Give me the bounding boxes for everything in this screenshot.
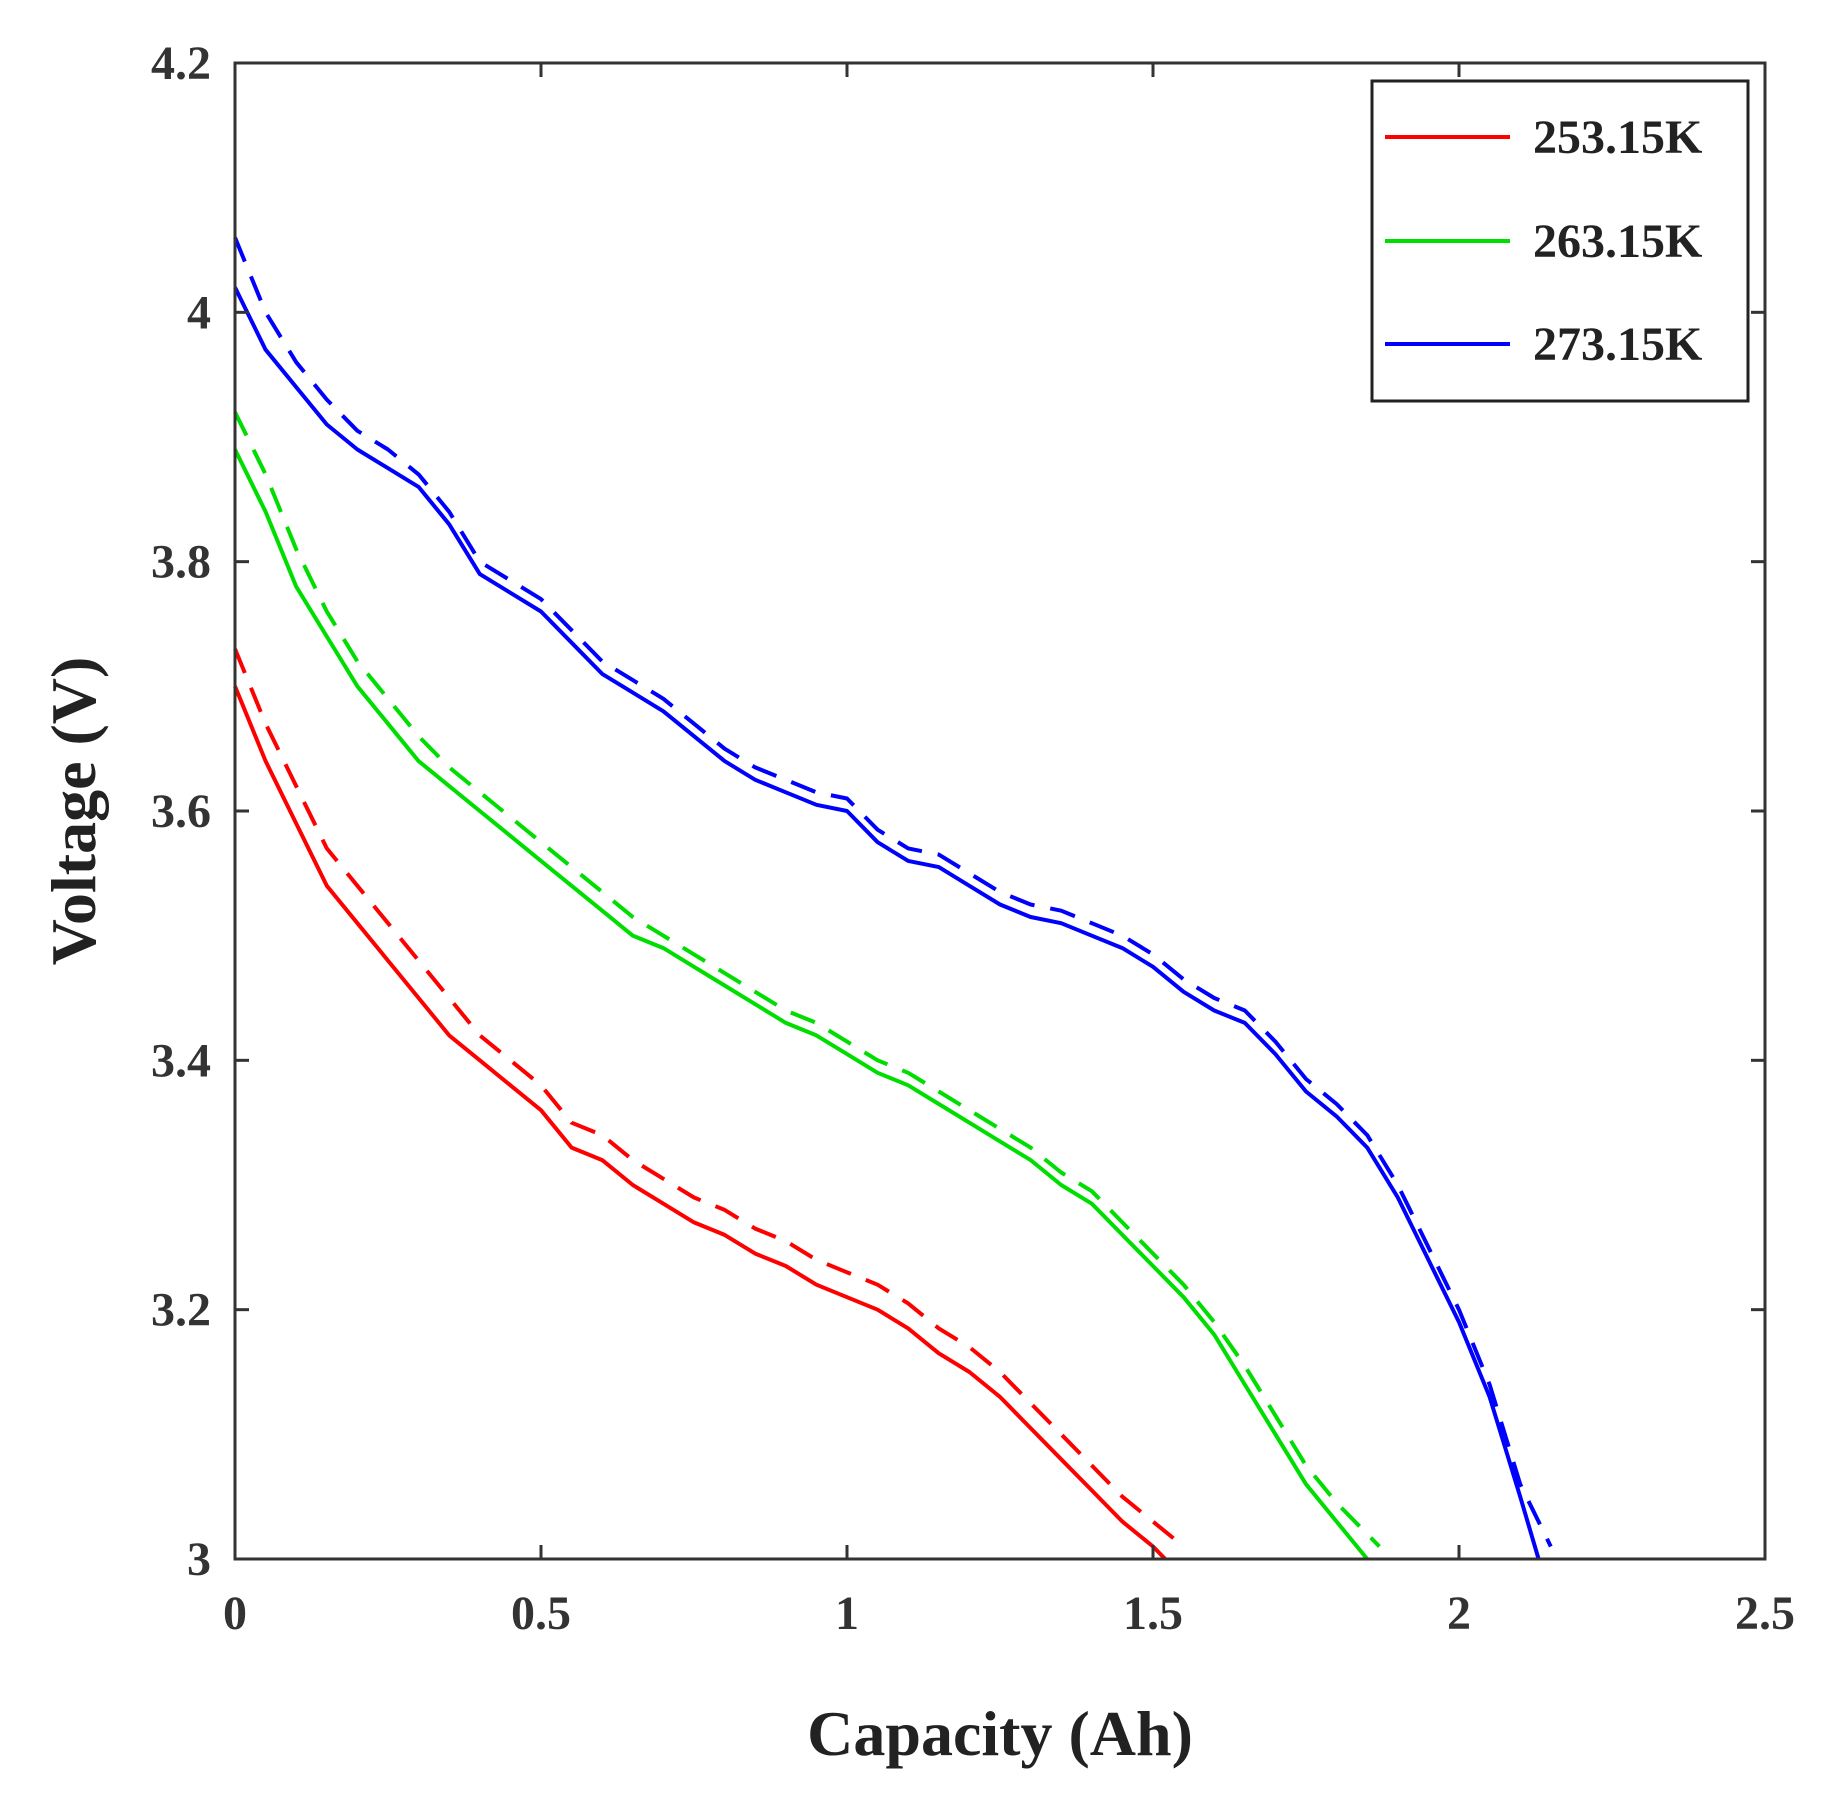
x-axis-title: Capacity (Ah): [807, 1698, 1193, 1769]
y-tick-label: 3.8: [151, 536, 211, 589]
series-line-263-15k: [233, 448, 1369, 1561]
y-axis-title: Voltage (V): [38, 657, 109, 966]
series-line-253-15k: [233, 685, 1167, 1561]
legend: 253.15K 263.15K 273.15K: [1370, 79, 1750, 403]
y-tick-label: 3.4: [151, 1034, 211, 1087]
y-tick-label: 3.2: [151, 1284, 211, 1337]
x-tick-label: 0.5: [511, 1587, 571, 1640]
legend-label-263-15k: 263.15K: [1533, 215, 1702, 268]
series-layer: [233, 236, 1553, 1561]
y-tick-label: 3: [187, 1533, 211, 1586]
x-tick-label: 0: [223, 1587, 247, 1640]
y-tick-label: 3.6: [151, 785, 211, 838]
legend-label-273-15k: 273.15K: [1533, 318, 1702, 371]
x-tick-label: 2: [1447, 1587, 1471, 1640]
tick-layer: 0 0.5 1 1.5 2 2.5 3 3.2 3.4 3.6 3.8 4 4.2: [151, 37, 1795, 1640]
y-tick-label: 4: [187, 286, 211, 339]
x-tick-label: 1: [835, 1587, 859, 1640]
plot-area-frame: [233, 61, 1767, 1561]
series-line-273-15k-dashed: [233, 236, 1553, 1548]
y-tick-label: 4.2: [151, 37, 211, 90]
series-line-273-15k: [233, 286, 1541, 1560]
legend-label-253-15k: 253.15K: [1533, 111, 1702, 164]
x-tick-label: 2.5: [1735, 1587, 1795, 1640]
series-line-263-15k-dashed: [233, 411, 1381, 1548]
x-tick-label: 1.5: [1123, 1587, 1183, 1640]
